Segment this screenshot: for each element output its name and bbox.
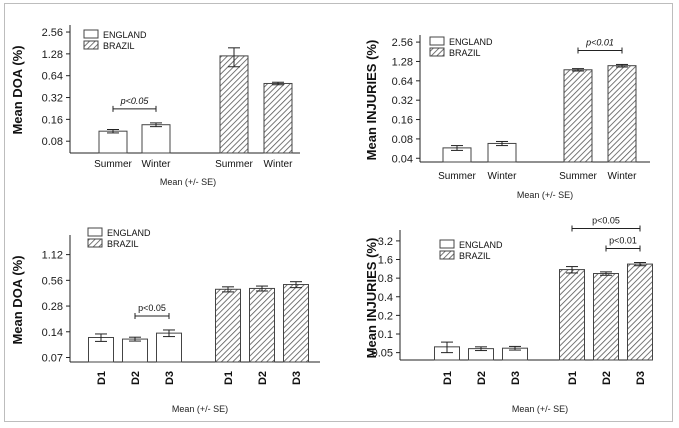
panel-bottom-left-y-tick-label: 0.28 <box>42 301 63 313</box>
panel-bottom-left-brazil-bar <box>215 288 241 363</box>
panel-bottom-left-legend-label-england: ENGLAND <box>107 228 151 238</box>
panel-top-left-x-axis-label: Mean (+/- SE) <box>160 177 216 187</box>
panel-top-right-category-label: Winter <box>488 171 518 182</box>
panel-top-right-england-bar <box>487 142 517 163</box>
panel-bottom-right-brazil-bar <box>593 273 619 361</box>
panel-top-right-y-tick-label: 2.56 <box>392 37 413 49</box>
panel-bottom-right-significance-label: p<0.05 <box>592 216 620 226</box>
panel-top-left-category-label: Winter <box>264 159 294 170</box>
panel-top-left-y-tick-label: 0.08 <box>42 136 63 148</box>
panel-bottom-right-y-tick-label: 3.2 <box>378 236 393 248</box>
panel-bottom-left-category-label: D2 <box>257 371 269 385</box>
panel-top-right-brazil-bar <box>563 69 593 163</box>
panel-top-right-legend-swatch-england <box>429 36 445 46</box>
panel-bottom-left-x-axis-label: Mean (+/- SE) <box>172 404 228 414</box>
panel-top-right-x-axis-label: Mean (+/- SE) <box>517 190 573 200</box>
panel-top-left-brazil-bar <box>263 82 293 154</box>
panel-top-left-category-label: Summer <box>215 159 253 170</box>
panel-bottom-right-category-label: D1 <box>442 371 454 385</box>
panel-bottom-right-y-tick-label: 0.4 <box>378 292 393 304</box>
panel-bottom-right-y-tick-label: 0.1 <box>378 329 393 341</box>
panel-bottom-right-legend-label-england: ENGLAND <box>459 240 503 250</box>
panel-top-right-category-label: Summer <box>559 171 597 182</box>
panel-bottom-left-category-label: D1 <box>223 371 235 385</box>
panel-bottom-left-brazil-bar <box>283 284 309 363</box>
panel-top-right-y-tick-label: 1.28 <box>392 56 413 68</box>
panel-bottom-left-category-label: D3 <box>164 371 176 385</box>
panel-top-left-legend-swatch-brazil <box>83 40 99 50</box>
panel-top-left-y-tick-label: 0.64 <box>42 71 63 83</box>
panel-bottom-left-england-bar <box>156 332 182 363</box>
panel-bottom-right-y-tick-label: 0.05 <box>372 348 393 360</box>
panel-bottom-left-y-tick-label: 0.56 <box>42 275 63 287</box>
panel-bottom-right-legend-label-brazil: BRAZIL <box>459 251 491 261</box>
panel-top-left-brazil-bar <box>219 55 249 154</box>
panel-bottom-right-category-label: D3 <box>635 371 647 385</box>
panel-bottom-right-x-axis-label: Mean (+/- SE) <box>512 404 568 414</box>
panel-bottom-right-y-tick-label: 0.2 <box>378 310 393 322</box>
panel-top-right-y-tick-label: 0.64 <box>392 76 413 88</box>
panel-top-right-category-label: Winter <box>608 171 638 182</box>
panel-top-left-y-axis-label: Mean DOA (%) <box>10 45 25 134</box>
panel-top-left-category-label: Summer <box>94 159 132 170</box>
panel-bottom-left-y-tick-label: 0.07 <box>42 352 63 364</box>
panel-top-left-legend-label-brazil: BRAZIL <box>103 41 135 51</box>
panel-top-right-significance-label: p<0.01 <box>585 37 614 47</box>
panel-top-left-y-tick-label: 1.28 <box>42 49 63 61</box>
panel-top-left-y-tick-label: 0.32 <box>42 93 63 105</box>
panel-top-right-y-tick-label: 0.08 <box>392 134 413 146</box>
panel-bottom-left-england-bar <box>122 338 148 363</box>
panel-top-left-england-bar <box>141 124 171 154</box>
panel-bottom-right-y-axis-label: Mean INJURIES (%) <box>364 238 379 359</box>
panel-top-right-y-tick-label: 0.16 <box>392 115 413 127</box>
panel-bottom-right-legend-swatch-brazil <box>439 250 455 260</box>
panel-top-right-y-axis-label: Mean INJURIES (%) <box>364 40 379 161</box>
panel-bottom-right-category-label: D1 <box>567 371 579 385</box>
panel-top-left-legend-swatch-england <box>83 29 99 39</box>
panel-bottom-left-category-label: D1 <box>96 371 108 385</box>
panel-top-right-category-label: Summer <box>438 171 476 182</box>
panel-top-left-category-label: Winter <box>142 159 172 170</box>
panel-bottom-right-brazil-bar <box>627 263 653 361</box>
panel-bottom-left-legend-swatch-brazil <box>87 238 103 248</box>
panel-top-left-y-tick-label: 0.16 <box>42 114 63 126</box>
panel-bottom-left-category-label: D2 <box>130 371 142 385</box>
panel-bottom-left-category-label: D3 <box>291 371 303 385</box>
panel-bottom-right-significance-label: p<0.01 <box>609 236 637 246</box>
panel-top-right-y-tick-label: 0.04 <box>392 153 413 165</box>
panel-bottom-left-significance-label: p<0.05 <box>138 303 166 313</box>
panel-bottom-right-brazil-bar <box>559 269 585 361</box>
panel-bottom-left-brazil-bar <box>249 287 275 363</box>
panel-bottom-right-y-tick-label: 1.6 <box>378 255 393 267</box>
panel-bottom-right-category-label: D2 <box>601 371 613 385</box>
panel-bottom-left-y-axis-label: Mean DOA (%) <box>10 255 25 344</box>
panel-top-left-y-tick-label: 2.56 <box>42 27 63 39</box>
panel-bottom-right-y-tick-label: 0.8 <box>378 273 393 285</box>
panel-bottom-right-legend-swatch-england <box>439 239 455 249</box>
panel-bottom-left-legend-label-brazil: BRAZIL <box>107 239 139 249</box>
panel-top-left-england-bar <box>98 130 128 154</box>
panel-top-right-legend-label-brazil: BRAZIL <box>449 48 481 58</box>
panel-top-right-brazil-bar <box>607 65 637 163</box>
panel-bottom-left-england-bar <box>88 336 114 363</box>
panel-bottom-left-y-tick-label: 0.14 <box>42 327 63 339</box>
panel-bottom-left-legend-swatch-england <box>87 227 103 237</box>
panel-bottom-right-category-label: D2 <box>476 371 488 385</box>
panel-top-right-y-tick-label: 0.32 <box>392 95 413 107</box>
panel-bottom-left-y-tick-label: 1.12 <box>42 250 63 262</box>
panel-bottom-right-category-label: D3 <box>510 371 522 385</box>
panel-top-left-legend-label-england: ENGLAND <box>103 30 147 40</box>
panel-top-left-significance-label: p<0.05 <box>120 96 150 106</box>
panel-top-right-legend-label-england: ENGLAND <box>449 37 493 47</box>
panel-top-right-legend-swatch-brazil <box>429 47 445 57</box>
